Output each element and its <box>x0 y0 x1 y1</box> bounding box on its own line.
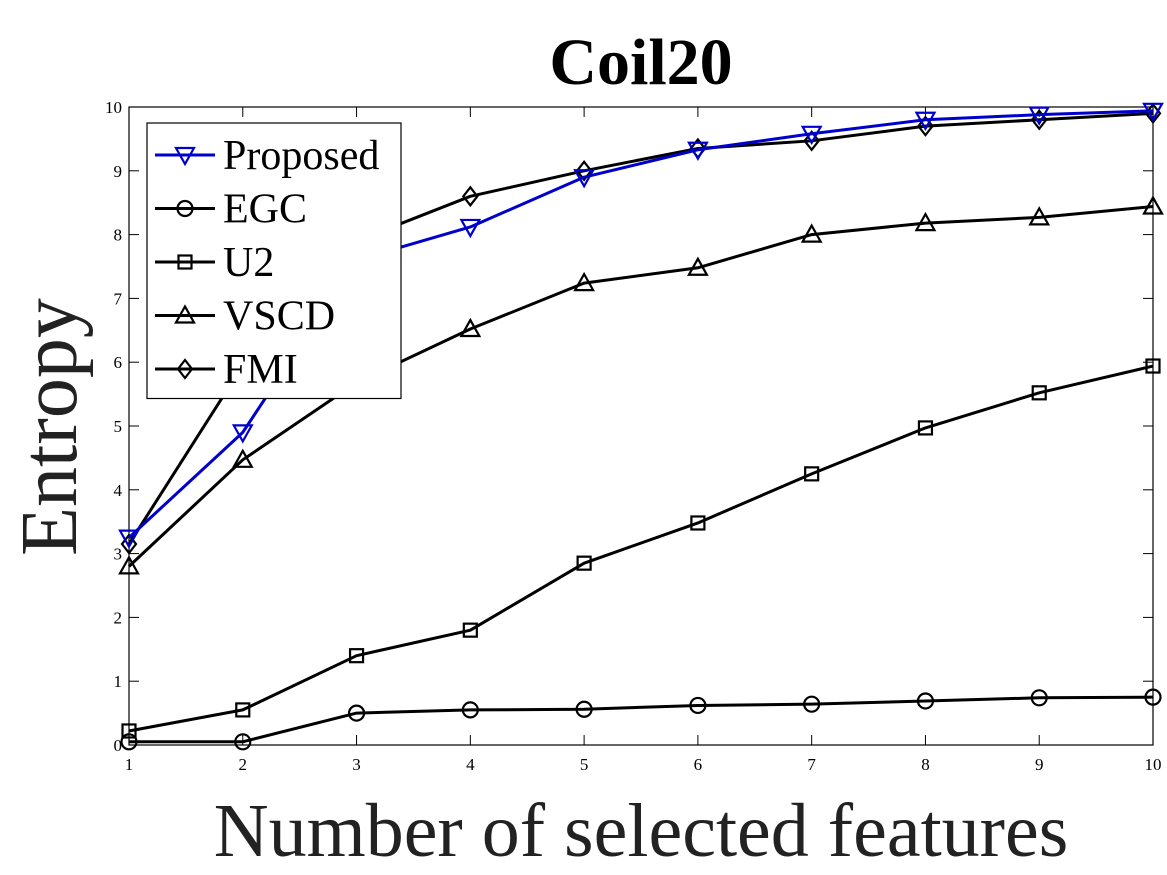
legend-label: VSCD <box>223 294 335 340</box>
y-tick-label: 9 <box>114 162 123 181</box>
data-point <box>800 223 823 243</box>
data-point <box>689 696 707 715</box>
data-point <box>1144 688 1162 706</box>
legend-entry: VSCD <box>155 294 335 340</box>
data-point <box>1142 102 1164 123</box>
data-point <box>914 211 937 232</box>
data-point <box>573 169 595 189</box>
x-tick-label: 7 <box>807 755 816 774</box>
legend-label: EGC <box>223 187 307 233</box>
legend: Proposed EGC U2 VSCD FMI <box>146 122 402 400</box>
y-tick-label: 2 <box>114 608 123 627</box>
legend-entry: U2 <box>155 240 274 286</box>
y-tick-label: 5 <box>114 417 123 436</box>
data-point <box>461 701 479 719</box>
x-tick-label: 3 <box>352 755 361 774</box>
x-tick-label: 2 <box>239 755 248 774</box>
x-axis-label: Number of selected features <box>214 789 1069 873</box>
data-point <box>803 130 821 152</box>
series-line <box>129 695 1154 744</box>
legend-marker <box>176 199 194 218</box>
legend-label: FMI <box>223 347 298 393</box>
y-tick-label: 8 <box>114 226 123 245</box>
data-point <box>690 515 706 531</box>
data-point <box>1028 106 1051 126</box>
x-tick-label: 8 <box>921 755 930 774</box>
legend-entry: FMI <box>155 347 298 393</box>
data-point <box>234 733 252 751</box>
y-tick-label: 10 <box>105 98 122 117</box>
series-u2 <box>121 358 1161 739</box>
data-point <box>914 111 937 132</box>
data-point <box>348 648 365 664</box>
data-point <box>804 466 820 482</box>
legend-label: U2 <box>223 240 274 286</box>
x-tick-label: 10 <box>1145 755 1162 774</box>
data-point <box>917 420 934 436</box>
data-point <box>121 723 137 739</box>
y-axis-label: Entropy <box>6 298 94 556</box>
x-tick-label: 5 <box>580 755 589 774</box>
legend-marker <box>174 304 196 324</box>
series-egc <box>120 688 1162 751</box>
y-tick-label: 7 <box>114 289 123 308</box>
series-line <box>127 205 1154 568</box>
y-tick-label: 4 <box>114 481 123 500</box>
data-point <box>687 256 709 276</box>
y-tick-label: 0 <box>114 736 123 755</box>
data-point <box>1031 385 1047 401</box>
data-point <box>1145 358 1161 374</box>
data-point <box>118 529 140 549</box>
legend-marker <box>174 146 196 167</box>
data-point <box>462 622 478 638</box>
x-tick-label: 1 <box>125 755 134 774</box>
data-point <box>1028 206 1051 226</box>
data-point <box>1030 689 1048 707</box>
x-tick-label: 6 <box>694 755 703 774</box>
data-point <box>347 704 366 722</box>
legend-entry: EGC <box>155 187 307 233</box>
data-point <box>120 533 138 555</box>
data-point <box>917 115 934 137</box>
data-point <box>461 185 479 208</box>
series-vscd <box>118 195 1164 575</box>
data-point <box>459 218 482 239</box>
data-point <box>231 448 254 468</box>
y-tick-label: 6 <box>114 353 123 372</box>
data-point <box>1142 195 1164 215</box>
y-tick-label: 3 <box>114 545 123 564</box>
x-tick-label: 9 <box>1035 755 1044 774</box>
data-point <box>803 695 821 713</box>
data-point <box>576 555 592 571</box>
x-tick-label: 4 <box>466 755 475 774</box>
y-tick-label: 1 <box>114 672 123 691</box>
data-point <box>235 702 251 718</box>
legend-entry: Proposed <box>155 133 379 179</box>
data-point <box>231 424 254 444</box>
data-point <box>687 141 709 161</box>
series-line <box>128 364 1154 733</box>
data-point <box>573 271 595 292</box>
legend-marker <box>177 254 193 270</box>
chart-title: Coil20 <box>549 26 732 99</box>
data-point <box>459 317 482 338</box>
data-point <box>575 160 593 182</box>
legend-label: Proposed <box>223 133 379 179</box>
data-point <box>120 733 138 751</box>
data-point <box>118 555 140 575</box>
data-point <box>800 125 823 146</box>
data-point <box>575 700 593 718</box>
legend-marker <box>176 358 194 380</box>
data-point <box>916 692 935 710</box>
